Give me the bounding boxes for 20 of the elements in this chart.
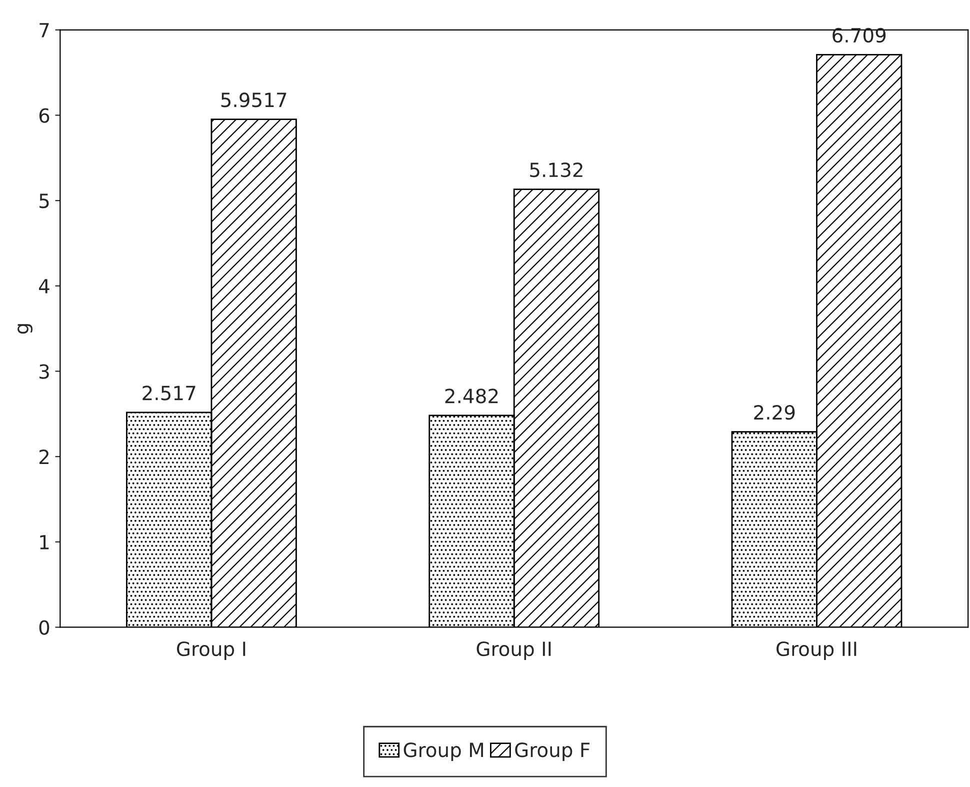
data-label: 2.482: [445, 388, 498, 404]
data-label: 6.709: [832, 28, 886, 43]
legend-label: Group M: [404, 742, 483, 761]
y-tick-label: 6: [39, 108, 50, 123]
y-tick-label: 4: [38, 279, 50, 294]
y-tick-label: 3: [40, 364, 49, 379]
x-tick-label: Group I: [177, 641, 246, 660]
x-tick-label: Group III: [776, 641, 856, 660]
x-tick-label: Group II: [476, 641, 551, 660]
data-label: 2.29: [754, 405, 795, 420]
y-tick-label: 0: [39, 620, 50, 635]
data-label: 5.132: [530, 162, 582, 178]
data-label: 2.517: [142, 386, 196, 400]
y-axis-title: g: [18, 324, 32, 334]
y-tick-label: 1: [40, 535, 49, 550]
y-tick-label: 7: [40, 23, 49, 38]
legend-label: Group F: [515, 742, 590, 761]
data-label: 5.9517: [221, 92, 286, 108]
y-tick-label: 5: [40, 194, 49, 208]
y-tick-label: 2: [39, 450, 48, 464]
